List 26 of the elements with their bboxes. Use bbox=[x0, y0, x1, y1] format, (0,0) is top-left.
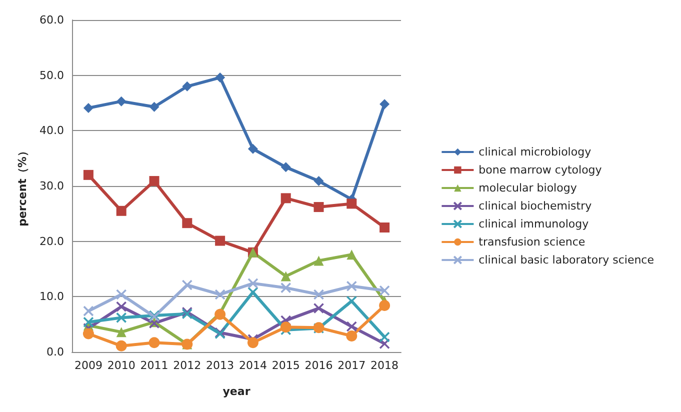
y-tick-label: 10.0 bbox=[40, 290, 64, 304]
legend-label: transfusion science bbox=[478, 236, 586, 248]
y-axis-title: percent（%） bbox=[16, 146, 29, 226]
legend-label: clinical biochemistry bbox=[478, 200, 592, 212]
legend-label: clinical immunology bbox=[478, 218, 590, 230]
x-tick-label: 2012 bbox=[173, 359, 202, 372]
x-tick-label: 2010 bbox=[107, 359, 136, 372]
x-tick-label: 2014 bbox=[238, 359, 267, 372]
y-tick-label: 20.0 bbox=[40, 234, 64, 248]
x-tick-label: 2011 bbox=[140, 359, 168, 372]
legend-label: clinical microbiology bbox=[478, 146, 592, 158]
x-tick-label: 2018 bbox=[370, 359, 399, 372]
x-tick-label: 2009 bbox=[74, 359, 102, 372]
y-tick-label: 0.0 bbox=[46, 346, 64, 358]
y-tick-label: 50.0 bbox=[40, 68, 64, 82]
x-tick-label: 2015 bbox=[272, 359, 300, 372]
legend-label: clinical basic laboratory science bbox=[478, 254, 654, 266]
legend-label: bone marrow cytology bbox=[478, 164, 602, 176]
y-tick-label: 60.0 bbox=[40, 14, 64, 26]
x-tick-label: 2016 bbox=[304, 359, 333, 372]
x-tick-label: 2013 bbox=[206, 359, 234, 372]
x-axis-title: year bbox=[222, 385, 251, 398]
x-tick-label: 2017 bbox=[338, 359, 366, 372]
y-tick-label: 40.0 bbox=[40, 124, 64, 138]
legend-label: molecular biology bbox=[478, 182, 578, 194]
y-tick-label: 30.0 bbox=[40, 180, 64, 192]
